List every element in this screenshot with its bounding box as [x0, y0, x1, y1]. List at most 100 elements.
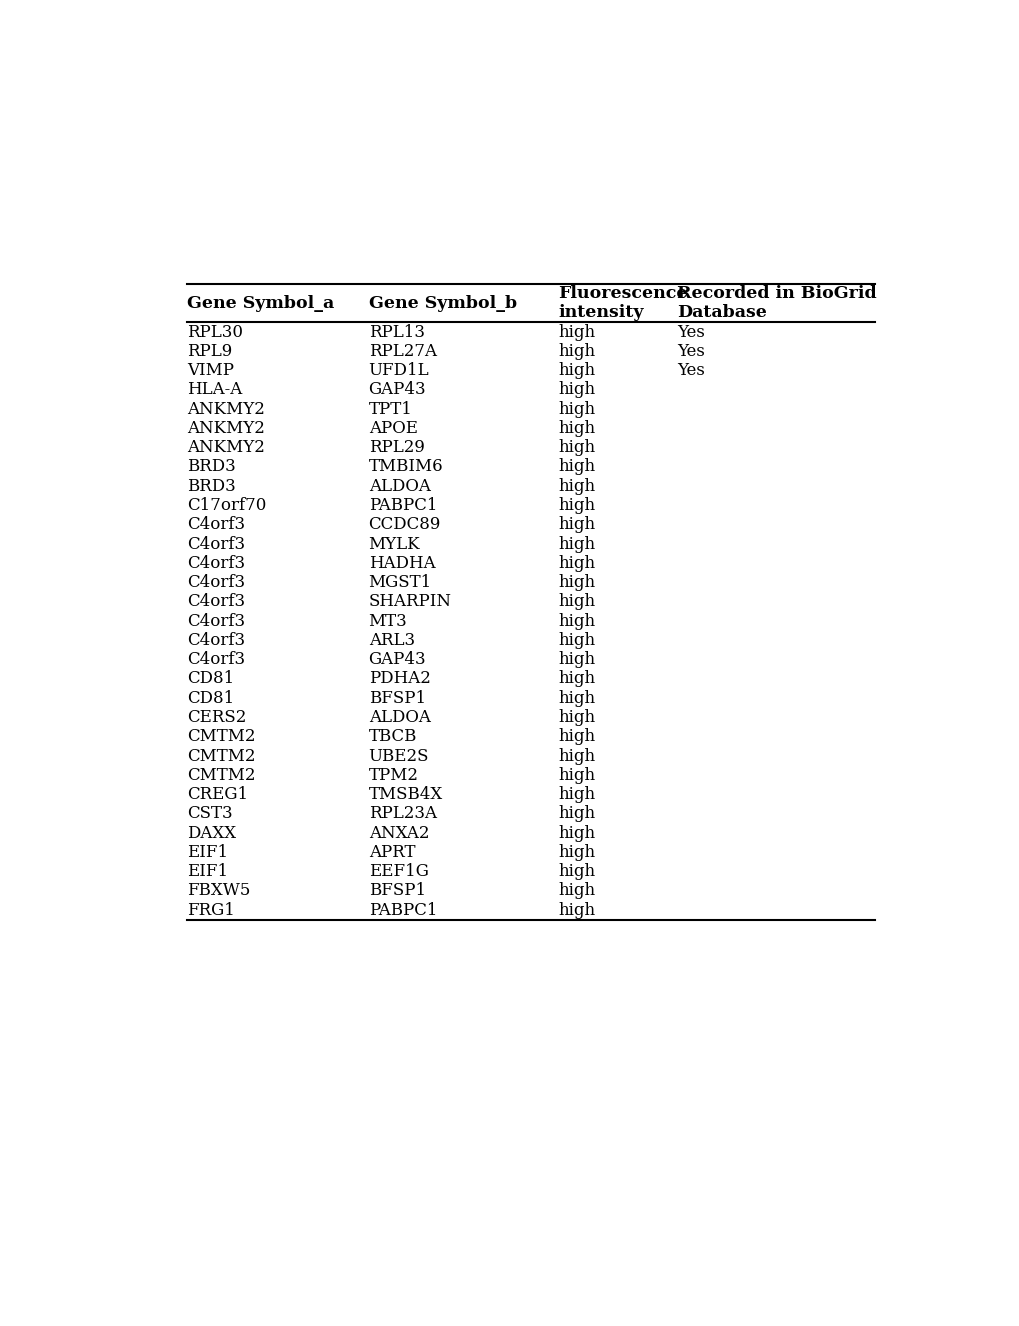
Text: Gene Symbol_b: Gene Symbol_b [368, 294, 517, 312]
Text: high: high [557, 362, 595, 379]
Text: high: high [557, 863, 595, 880]
Text: high: high [557, 497, 595, 514]
Text: Fluorescence
intensity: Fluorescence intensity [557, 285, 687, 321]
Text: Yes: Yes [677, 343, 704, 359]
Text: Gene Symbol_a: Gene Symbol_a [186, 294, 333, 312]
Text: RPL29: RPL29 [368, 439, 424, 456]
Text: BRD3: BRD3 [186, 477, 235, 495]
Text: high: high [557, 882, 595, 899]
Text: C4orf3: C4orf3 [186, 593, 245, 610]
Text: Yes: Yes [677, 362, 704, 379]
Text: C4orf3: C4orf3 [186, 633, 245, 648]
Text: high: high [557, 633, 595, 648]
Text: CMTM2: CMTM2 [186, 766, 255, 784]
Text: high: high [557, 690, 595, 707]
Text: RPL9: RPL9 [186, 343, 231, 359]
Text: CMTM2: CMTM2 [186, 728, 255, 745]
Text: CCDC89: CCDC89 [368, 516, 440, 533]
Text: MGST1: MGST1 [368, 574, 431, 591]
Text: CST3: CST3 [186, 805, 232, 822]
Text: PDHA2: PDHA2 [368, 671, 430, 687]
Text: high: high [557, 343, 595, 359]
Text: GAP43: GAP43 [368, 382, 426, 398]
Text: FBXW5: FBXW5 [186, 882, 250, 899]
Text: RPL30: RPL30 [186, 324, 243, 341]
Text: EIF1: EIF1 [186, 843, 227, 861]
Text: TPM2: TPM2 [368, 766, 418, 784]
Text: high: high [557, 805, 595, 822]
Text: GAP43: GAP43 [368, 651, 426, 668]
Text: ANXA2: ANXA2 [368, 825, 429, 842]
Text: ANKMY2: ANKMY2 [186, 400, 264, 418]
Text: ALDOA: ALDOA [368, 709, 430, 725]
Text: APRT: APRT [368, 843, 415, 861]
Text: PABPC1: PABPC1 [368, 497, 437, 514]
Text: high: high [557, 902, 595, 919]
Text: TPT1: TPT1 [368, 400, 412, 418]
Text: high: high [557, 786, 595, 804]
Text: high: high [557, 554, 595, 572]
Text: MT3: MT3 [368, 613, 407, 630]
Text: high: high [557, 593, 595, 610]
Text: Yes: Yes [677, 324, 704, 341]
Text: high: high [557, 382, 595, 398]
Text: TMSB4X: TMSB4X [368, 786, 442, 804]
Text: high: high [557, 400, 595, 418]
Text: EIF1: EIF1 [186, 863, 227, 880]
Text: ARL3: ARL3 [368, 633, 415, 648]
Text: high: high [557, 516, 595, 533]
Text: high: high [557, 766, 595, 784]
Text: FRG1: FRG1 [186, 902, 234, 919]
Text: PABPC1: PABPC1 [368, 902, 437, 919]
Text: high: high [557, 709, 595, 725]
Text: CREG1: CREG1 [186, 786, 248, 804]
Text: HADHA: HADHA [368, 554, 435, 572]
Text: ANKMY2: ANKMY2 [186, 420, 264, 438]
Text: ANKMY2: ANKMY2 [186, 439, 264, 456]
Text: high: high [557, 324, 595, 341]
Text: HLA-A: HLA-A [186, 382, 242, 398]
Text: high: high [557, 613, 595, 630]
Text: BFSP1: BFSP1 [368, 690, 425, 707]
Text: Recorded in BioGrid
Database: Recorded in BioGrid Database [677, 285, 875, 321]
Text: C4orf3: C4orf3 [186, 651, 245, 668]
Text: C4orf3: C4orf3 [186, 536, 245, 553]
Text: high: high [557, 420, 595, 438]
Text: CD81: CD81 [186, 690, 233, 707]
Text: high: high [557, 748, 595, 765]
Text: high: high [557, 825, 595, 842]
Text: ALDOA: ALDOA [368, 477, 430, 495]
Text: MYLK: MYLK [368, 536, 420, 553]
Text: TMBIM6: TMBIM6 [368, 459, 443, 476]
Text: BRD3: BRD3 [186, 459, 235, 476]
Text: high: high [557, 477, 595, 495]
Text: C4orf3: C4orf3 [186, 574, 245, 591]
Text: high: high [557, 536, 595, 553]
Text: high: high [557, 439, 595, 456]
Text: CMTM2: CMTM2 [186, 748, 255, 765]
Text: RPL23A: RPL23A [368, 805, 436, 822]
Text: high: high [557, 459, 595, 476]
Text: CERS2: CERS2 [186, 709, 246, 725]
Text: UFD1L: UFD1L [368, 362, 429, 379]
Text: C4orf3: C4orf3 [186, 516, 245, 533]
Text: high: high [557, 728, 595, 745]
Text: UBE2S: UBE2S [368, 748, 429, 765]
Text: C4orf3: C4orf3 [186, 613, 245, 630]
Text: high: high [557, 651, 595, 668]
Text: CD81: CD81 [186, 671, 233, 687]
Text: BFSP1: BFSP1 [368, 882, 425, 899]
Text: VIMP: VIMP [186, 362, 233, 379]
Text: RPL13: RPL13 [368, 324, 424, 341]
Text: RPL27A: RPL27A [368, 343, 436, 359]
Text: high: high [557, 843, 595, 861]
Text: TBCB: TBCB [368, 728, 417, 745]
Text: APOE: APOE [368, 420, 417, 438]
Text: EEF1G: EEF1G [368, 863, 428, 880]
Text: DAXX: DAXX [186, 825, 235, 842]
Text: SHARPIN: SHARPIN [368, 593, 451, 610]
Text: high: high [557, 574, 595, 591]
Text: C4orf3: C4orf3 [186, 554, 245, 572]
Text: high: high [557, 671, 595, 687]
Text: C17orf70: C17orf70 [186, 497, 266, 514]
